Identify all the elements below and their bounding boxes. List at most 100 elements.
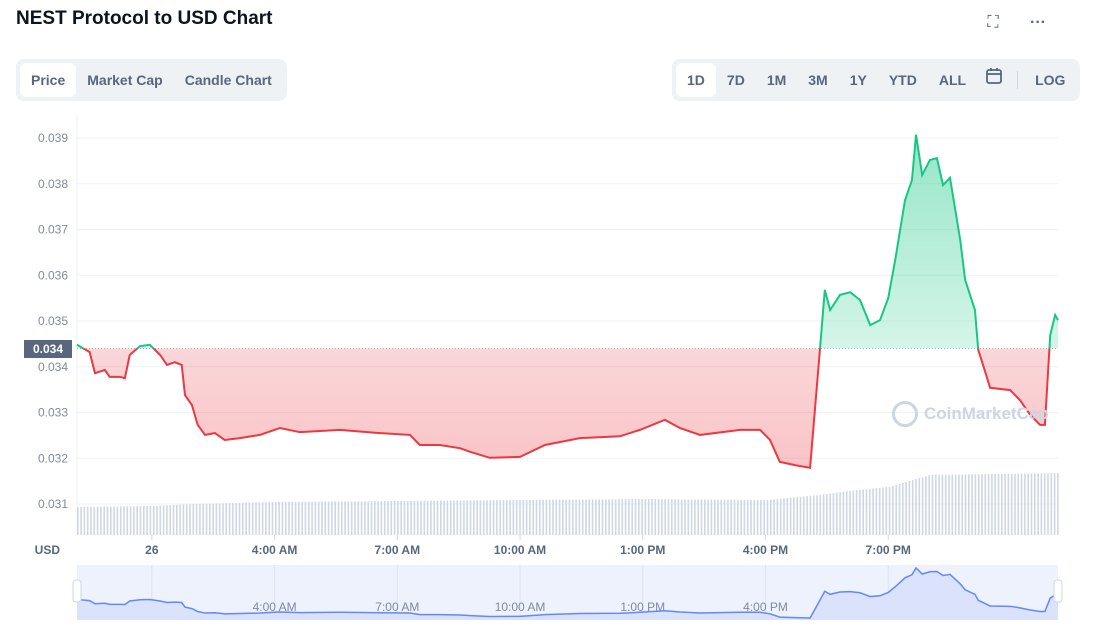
volume-bar: [865, 489, 868, 535]
volume-bar: [426, 500, 429, 535]
price-line-up: [76, 134, 1059, 349]
volume-bar: [878, 487, 881, 535]
volume-bar: [146, 506, 148, 535]
volume-bar: [119, 506, 122, 535]
volume-bar: [796, 497, 798, 535]
volume-bar: [205, 503, 208, 535]
range-7d[interactable]: 7D: [726, 72, 745, 88]
volume-bar: [242, 502, 244, 535]
volume-bar: [1057, 473, 1059, 535]
navigator-label: 10:00 AM: [495, 600, 546, 614]
volume-bar: [275, 501, 277, 535]
volume-bar: [842, 491, 845, 535]
volume-bar: [700, 499, 703, 535]
volume-bar: [463, 500, 465, 535]
volume-bar: [519, 500, 521, 535]
volume-bar: [489, 500, 492, 535]
volume-bar: [1030, 473, 1033, 535]
volume-bar: [245, 502, 247, 535]
volume-bar: [479, 500, 482, 535]
volume-bar: [113, 506, 115, 535]
volume-bar: [304, 501, 307, 535]
volume-bar: [809, 495, 812, 535]
volume-bar: [162, 505, 165, 535]
volume-bar: [90, 506, 92, 535]
x-tick-label: 4:00 PM: [743, 543, 788, 557]
volume-bar: [974, 474, 977, 535]
volume-bar: [664, 499, 666, 535]
volume-bar: [1053, 473, 1056, 535]
volume-bar: [789, 497, 792, 535]
volume-bar: [677, 499, 680, 535]
range-ytd[interactable]: YTD: [888, 72, 917, 88]
volume-bar: [350, 501, 353, 535]
y-axis-unit: USD: [35, 543, 61, 557]
more-icon[interactable]: ···: [1030, 14, 1046, 31]
volume-bar: [133, 506, 135, 535]
x-tick-label: 7:00 AM: [375, 543, 421, 557]
volume-bar: [502, 500, 505, 535]
volume-bar: [271, 502, 274, 535]
volume-bar: [621, 499, 624, 535]
volume-bar: [545, 499, 548, 535]
range-1m[interactable]: 1M: [766, 72, 787, 88]
price-line-down: [81, 348, 1051, 470]
volume-bar: [578, 499, 581, 535]
volume-bar: [433, 500, 435, 535]
volume-bar: [156, 505, 158, 535]
volume-bar: [931, 474, 934, 535]
navigator-handle-right[interactable]: [1053, 579, 1063, 603]
x-tick-label: 4:00 AM: [252, 543, 298, 557]
volume-bar: [459, 500, 462, 535]
range-1d[interactable]: 1D: [676, 63, 716, 97]
volume-bar: [476, 500, 478, 535]
volume-bar: [614, 499, 617, 535]
volume-bar: [159, 505, 162, 535]
volume-bar: [634, 499, 637, 535]
volume-bar: [981, 474, 983, 535]
log-toggle[interactable]: LOG: [1035, 72, 1066, 88]
tab-market-cap[interactable]: Market Cap: [87, 72, 163, 88]
volume-bar: [407, 500, 409, 535]
volume-bar: [951, 474, 954, 535]
volume-bar: [822, 494, 825, 535]
volume-bar: [149, 506, 152, 535]
volume-bar: [218, 503, 221, 535]
volume-bar: [189, 504, 191, 535]
volume-bar: [482, 500, 485, 535]
volume-bar: [779, 498, 782, 535]
volume-bar: [506, 500, 508, 535]
volume-bar: [756, 499, 759, 535]
volume-bar: [826, 493, 828, 535]
volume-bar: [558, 499, 561, 535]
tab-price[interactable]: Price: [20, 63, 77, 97]
volume-bar: [552, 499, 554, 535]
expand-icon[interactable]: ⛶: [987, 14, 999, 31]
volume-bar: [96, 506, 99, 535]
tab-candle-chart[interactable]: Candle Chart: [184, 72, 272, 88]
range-3m[interactable]: 3M: [808, 72, 828, 88]
volume-bar: [225, 503, 228, 535]
y-tick-label: 0.039: [38, 131, 68, 145]
volume-bar: [958, 474, 960, 535]
navigator-label: 1:00 PM: [620, 600, 665, 614]
volume-bar: [855, 490, 858, 535]
volume-bar: [284, 501, 287, 535]
volume-bar: [192, 504, 195, 535]
volume-bar: [766, 499, 769, 535]
range-1y[interactable]: 1Y: [849, 72, 867, 88]
volume-bar: [849, 490, 851, 535]
calendar-icon[interactable]: [977, 63, 1011, 97]
navigator-handle-left[interactable]: [72, 579, 82, 603]
volume-bar: [816, 495, 818, 535]
volume-bar: [572, 499, 574, 535]
volume-bar: [737, 499, 739, 535]
volume-bar: [281, 501, 284, 535]
volume-bar: [347, 501, 350, 535]
range-all[interactable]: ALL: [938, 72, 967, 88]
volume-bar: [195, 503, 198, 535]
volume-bar: [413, 500, 416, 535]
volume-bar: [539, 499, 541, 535]
volume-bar: [862, 489, 864, 535]
